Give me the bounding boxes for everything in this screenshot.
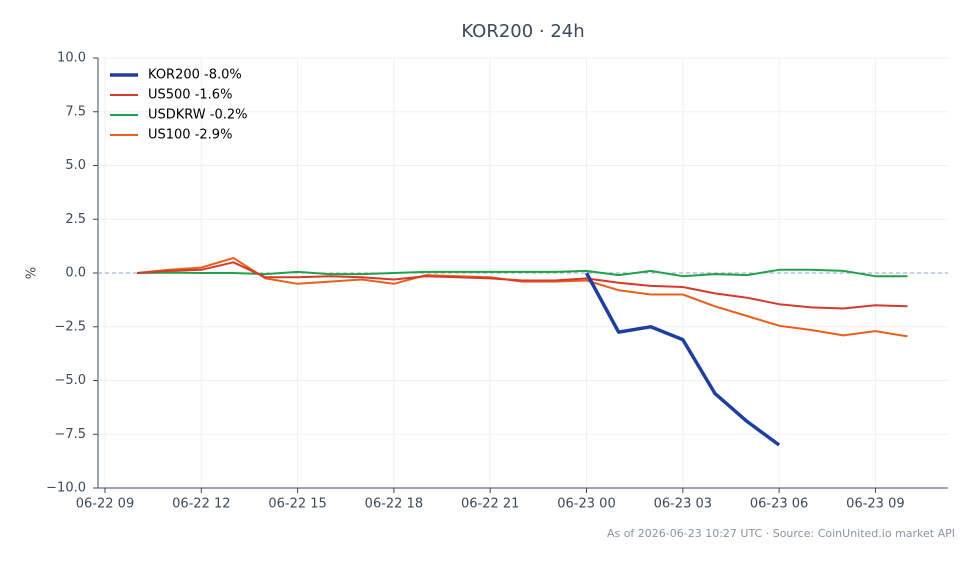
y-axis-label: % xyxy=(25,267,40,279)
y-tick-label: 7.5 xyxy=(65,104,86,119)
legend-label: US500 -1.6% xyxy=(148,88,232,103)
series-line xyxy=(137,261,908,310)
legend-label: USDKRW -0.2% xyxy=(148,108,248,123)
legend-label: US100 -2.9% xyxy=(148,128,232,143)
legend-label: KOR200 -8.0% xyxy=(148,68,242,83)
x-tick-label: 06-23 09 xyxy=(846,497,904,512)
x-tick-label: 06-22 09 xyxy=(76,497,134,512)
series-line xyxy=(137,257,908,338)
x-tick-label: 06-22 21 xyxy=(461,497,519,512)
x-tick-label: 06-23 06 xyxy=(750,497,808,512)
x-tick-label: 06-22 18 xyxy=(365,497,423,512)
y-tick-label: 5.0 xyxy=(65,158,86,173)
x-tick-label: 06-23 00 xyxy=(557,497,615,512)
y-tick-label: −5.0 xyxy=(54,373,86,388)
x-tick-label: 06-23 03 xyxy=(654,497,712,512)
y-tick-label: −10.0 xyxy=(46,481,86,496)
y-tick-label: 2.5 xyxy=(65,212,86,227)
y-tick-label: −7.5 xyxy=(54,427,86,442)
y-tick-label: 10.0 xyxy=(57,51,86,66)
series-line xyxy=(137,268,908,278)
y-tick-label: −2.5 xyxy=(54,319,86,334)
series-line xyxy=(584,272,781,447)
chart-title: KOR200 · 24h xyxy=(461,21,584,42)
x-tick-label: 06-22 12 xyxy=(172,497,230,512)
x-tick-label: 06-22 15 xyxy=(268,497,326,512)
footer: As of 2026-06-23 10:27 UTC · Source: Coi… xyxy=(607,527,955,540)
y-tick-label: 0.0 xyxy=(65,266,86,281)
